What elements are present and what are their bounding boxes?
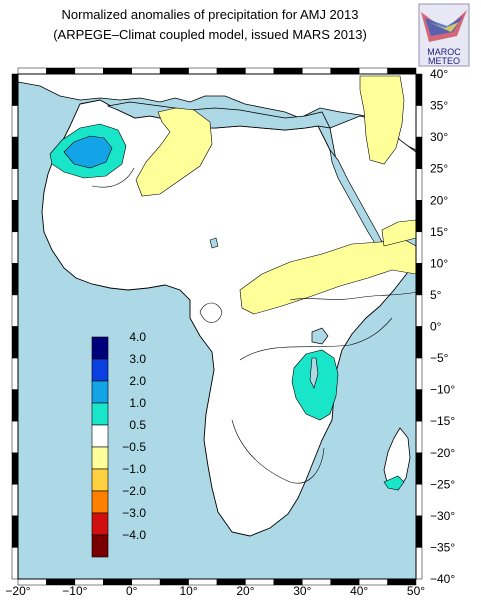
latitude-tick-label: −25° (430, 477, 455, 491)
longitude-tick-label: 40° (350, 584, 368, 598)
colorbar-label: −0.5 (122, 440, 146, 454)
contour-line (289, 291, 416, 301)
colorbar-label: −2.0 (122, 484, 146, 498)
colorbar-swatch (91, 490, 109, 514)
anomaly-dry-sahel (239, 239, 416, 315)
longitude-tick-label: 50° (407, 584, 425, 598)
anomaly-dry-north (135, 107, 213, 197)
latitude-tick-label: 30° (430, 130, 448, 144)
map-title-line1: Normalized anomalies of precipitation fo… (61, 7, 359, 22)
latitude-tick-label: 35° (430, 99, 448, 113)
colorbar-swatch (91, 512, 109, 536)
maroc-meteo-logo: MAROC METEO (417, 2, 471, 68)
colorbar-label: −3.0 (122, 506, 146, 520)
lake-chad (209, 237, 219, 249)
map-title-line2: (ARPEGE–Climat coupled model, issued MAR… (53, 27, 367, 42)
colorbar-label: −4.0 (122, 528, 146, 542)
longitude-tick-label: 30° (293, 584, 311, 598)
colorbar-label: 0.5 (129, 418, 146, 432)
latitude-tick-label: 40° (430, 67, 448, 81)
latitude-tick-label: −5° (430, 351, 449, 365)
longitude-tick-label: 0° (126, 584, 138, 598)
colorbar-swatch (91, 380, 109, 404)
longitude-axis: −20° −10° 0° 10° 20° 30° 40° 50° (5, 584, 425, 598)
colorbar-swatch (91, 336, 109, 360)
latitude-axis: 40° 35° 30° 25° 20° 15° 10° 5° 0° −5° −10° −15° −20°… (430, 67, 455, 586)
colorbar-swatch (91, 402, 109, 426)
colorbar-label: −1.0 (122, 462, 146, 476)
lake-victoria (311, 327, 329, 345)
colorbar-swatch (91, 446, 109, 470)
contour-line (239, 317, 393, 361)
colorbar-legend: 4.0 3.0 2.0 1.0 0.5 −0.5 −1.0 −2.0 −3.0 −4.0 (91, 330, 146, 558)
longitude-tick-label: 10° (179, 584, 197, 598)
longitude-tick-label: −10° (62, 584, 87, 598)
latitude-tick-label: −40° (430, 572, 455, 586)
latitude-tick-label: 10° (430, 256, 448, 270)
colorbar-label: 3.0 (129, 352, 146, 366)
colorbar-swatch (91, 424, 109, 448)
latitude-tick-label: −35° (430, 540, 455, 554)
latitude-tick-label: 15° (430, 225, 448, 239)
anomaly-wet-morocco-core (63, 135, 113, 169)
contour-line (91, 167, 135, 188)
contour-line (231, 419, 325, 484)
colorbar-label: 1.0 (129, 396, 146, 410)
anomaly-wet-madagascar (383, 475, 405, 491)
colorbar-swatch (91, 534, 109, 558)
latitude-tick-label: −20° (430, 446, 455, 460)
colorbar-swatch (91, 468, 109, 492)
latitude-tick-label: 5° (430, 288, 442, 302)
logo-text-top: MAROC (427, 47, 461, 57)
latitude-tick-label: −15° (430, 414, 455, 428)
latitude-tick-label: 25° (430, 162, 448, 176)
latitude-tick-label: −30° (430, 509, 455, 523)
colorbar-label: 2.0 (129, 374, 146, 388)
lake-malawi (309, 357, 319, 389)
longitude-tick-label: −20° (5, 584, 30, 598)
longitude-tick-label: 20° (236, 584, 254, 598)
colorbar-label: 4.0 (129, 330, 146, 344)
latitude-tick-label: 20° (430, 193, 448, 207)
anomaly-dry-arabia (359, 75, 405, 165)
anomaly-dry-horn (381, 219, 416, 247)
logo-text-bottom: METEO (428, 56, 460, 66)
latitude-tick-label: 0° (430, 320, 442, 334)
colorbar-swatch (91, 358, 109, 382)
latitude-tick-label: −10° (430, 383, 455, 397)
